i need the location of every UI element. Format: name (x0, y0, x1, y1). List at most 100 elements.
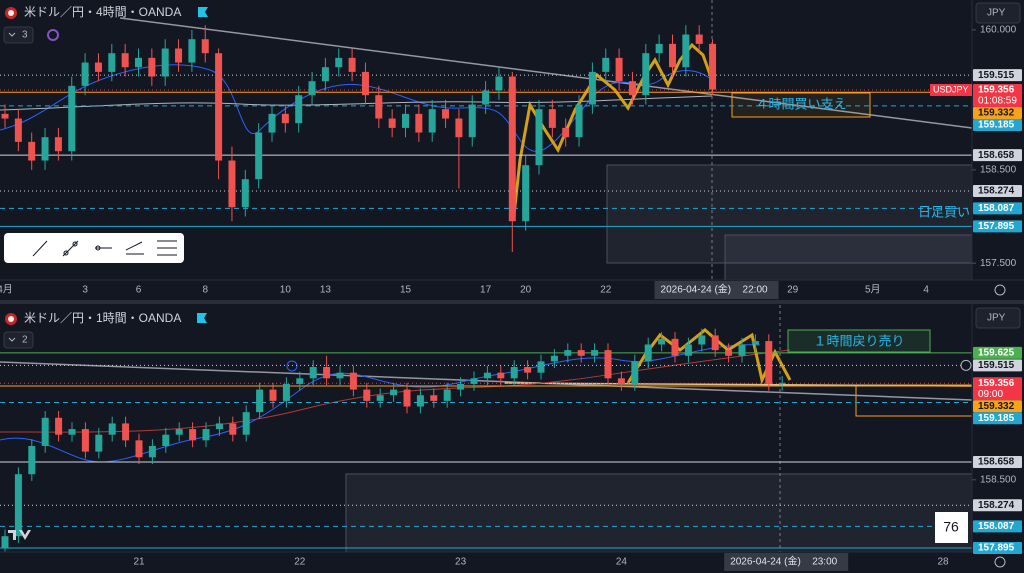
candle-body (428, 109, 436, 133)
indicator-icon[interactable] (47, 29, 59, 41)
symbol-title: 米ドル／円・4時間・OANDA (24, 5, 181, 19)
x-tick-label: 6 (136, 285, 142, 296)
candle-body (55, 417, 63, 435)
candle-body (738, 344, 746, 356)
candle-body (524, 367, 532, 373)
candle-body (698, 335, 706, 345)
settings-icon[interactable] (994, 284, 1006, 296)
position-box (345, 473, 973, 553)
badge[interactable] (3, 331, 34, 349)
price-tag-label: 159.356 (978, 85, 1015, 96)
candle-body (376, 395, 384, 401)
candle-body (28, 445, 36, 475)
candle-body (295, 95, 303, 124)
x-tick-label: 4月 (0, 284, 13, 296)
annotation-box (731, 92, 871, 118)
candle-body (430, 395, 438, 401)
candle-body (388, 118, 396, 128)
tool-handle (72, 241, 78, 247)
candle-body (655, 43, 663, 54)
candle-body (375, 95, 383, 119)
price-tag (973, 359, 1022, 372)
badge[interactable] (3, 26, 34, 44)
candle-body (161, 48, 169, 77)
candle-body (108, 53, 116, 72)
counter-box (935, 512, 968, 543)
candle-body (361, 71, 369, 96)
candle-body (751, 341, 759, 345)
chevron (8, 32, 16, 37)
candle-body (108, 423, 116, 435)
tool-fib[interactable] (157, 240, 177, 256)
badge-count: 2 (22, 335, 28, 346)
crosshair-time: 23:00 (812, 557, 837, 568)
candle-body (228, 160, 236, 208)
price-tag (973, 83, 1022, 107)
marker (286, 360, 298, 372)
candle-body (81, 429, 89, 452)
candle-body (617, 378, 625, 384)
add-alert[interactable] (960, 359, 972, 371)
candle-body (54, 137, 62, 152)
candle-body (442, 109, 450, 119)
price-tag (973, 118, 1022, 131)
tool-handle (95, 245, 101, 251)
price-tag-label: 159.515 (978, 360, 1015, 371)
candle-body (535, 109, 543, 166)
crosshair-date: 2026-04-24 (金) (730, 555, 801, 568)
candle-body (95, 434, 103, 452)
annotation-box (855, 384, 973, 417)
candle-body (550, 355, 558, 362)
tool-channel[interactable] (125, 241, 144, 255)
x-tick-label: 17 (480, 285, 492, 296)
candle-body (604, 350, 612, 379)
price-tag (973, 184, 1022, 197)
candle-body (537, 361, 545, 373)
x-tick-label: 8 (202, 285, 208, 296)
price-tag-label: 158.274 (978, 186, 1015, 197)
counter: 76 (943, 519, 959, 535)
tool-trendline[interactable] (32, 240, 48, 257)
trend-line (119, 17, 973, 129)
tool-ray[interactable] (62, 240, 79, 257)
y-tick-label: 157.500 (980, 258, 1017, 269)
candle-body (644, 344, 652, 362)
candle-body (269, 389, 277, 401)
candle-body (175, 429, 183, 435)
candle-body (470, 378, 478, 384)
currency-button[interactable] (975, 2, 1021, 24)
candle-body (658, 338, 666, 345)
candle-body (588, 71, 596, 105)
candle-body (363, 389, 371, 401)
candle-body (402, 113, 409, 128)
symbol-tag (930, 83, 972, 96)
candle-body (148, 57, 156, 77)
candle-body (510, 367, 518, 379)
candle-body (189, 429, 197, 441)
crosshair-time: 22:00 (743, 285, 768, 296)
x-tick-label: 22 (294, 557, 306, 568)
price-tag-label: 158.658 (978, 150, 1015, 161)
price-tag-label: 158.087 (978, 203, 1015, 214)
flag-icon (8, 316, 14, 322)
candle-body (415, 113, 423, 133)
price-tag (973, 542, 1022, 555)
crosshair-date: 2026-04-24 (金) (661, 283, 732, 296)
price-tag-label: 159.332 (978, 401, 1015, 412)
candle-body (671, 338, 679, 356)
candle-body (308, 81, 316, 96)
currency-button[interactable] (975, 307, 1021, 329)
settings-icon[interactable] (994, 556, 1006, 568)
candle-body (188, 39, 196, 63)
candle-body (631, 361, 639, 384)
x-tick-label: 24 (616, 557, 628, 568)
candle-body (602, 57, 610, 72)
candle-body (483, 372, 491, 379)
annotation-box (787, 329, 931, 353)
candle-body (122, 423, 130, 441)
candle-body (682, 34, 690, 68)
moving-average (0, 344, 761, 463)
x-tick-label: 21 (133, 557, 145, 568)
price-tag-label: 157.895 (978, 221, 1015, 232)
candle-body (336, 372, 344, 379)
